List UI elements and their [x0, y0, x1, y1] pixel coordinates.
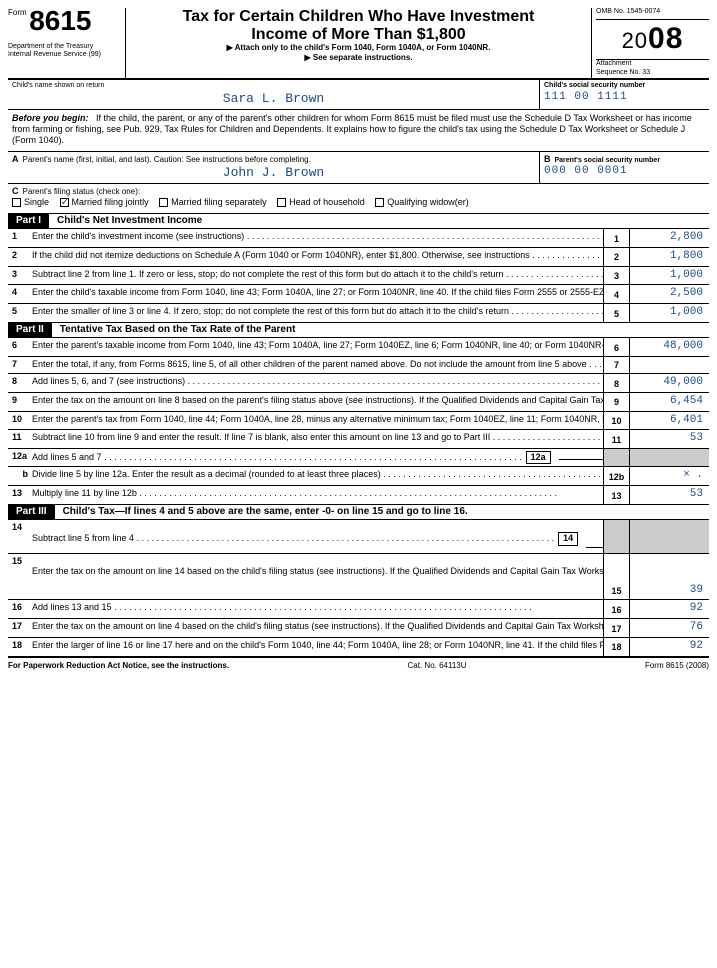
line-4: 4 Enter the child's taxable income from … [8, 285, 709, 304]
line-14: 14 Subtract line 5 from line 4141,500 [8, 520, 709, 554]
line-10-amount[interactable]: 6,401 [629, 412, 709, 430]
footer-left: For Paperwork Reduction Act Notice, see … [8, 661, 229, 671]
line-5-amount[interactable]: 1,000 [629, 304, 709, 322]
line-12b-amount[interactable]: × . [629, 467, 709, 485]
parent-name[interactable]: John J. Brown [12, 165, 535, 181]
line-8-amount[interactable]: 49,000 [629, 374, 709, 392]
footer-right: Form 8615 (2008) [645, 661, 709, 671]
line-6: 6 Enter the parent's taxable income from… [8, 338, 709, 357]
chk-qw[interactable] [375, 198, 384, 207]
section-c: CParent's filing status (check one): Sin… [8, 184, 709, 214]
part-3-header: Part IIIChild's Tax—If lines 4 and 5 abo… [8, 505, 709, 521]
header-right: OMB No. 1545-0074 2008 AttachmentSequenc… [591, 8, 709, 78]
part-1-header: Part IChild's Net Investment Income [8, 214, 709, 230]
child-ssn-label: Child's social security number [544, 82, 705, 91]
line-5: 5 Enter the smaller of line 3 or line 4.… [8, 304, 709, 323]
line-18: 18 Enter the larger of line 16 or line 1… [8, 638, 709, 656]
header-left: Form 8615 Department of the Treasury Int… [8, 8, 126, 78]
line-6-amount[interactable]: 48,000 [629, 338, 709, 356]
attachment-seq: AttachmentSequence No. 33 [596, 60, 709, 78]
line-3-amount[interactable]: 1,000 [629, 267, 709, 285]
line-14-amount[interactable]: 1,500 [586, 533, 603, 548]
chk-mfj[interactable] [60, 198, 69, 207]
form-header: Form 8615 Department of the Treasury Int… [8, 8, 709, 80]
chk-mfs[interactable] [159, 198, 168, 207]
form-number: 8615 [29, 8, 91, 33]
line-2-amount[interactable]: 1,800 [629, 248, 709, 266]
before-you-begin: Before you begin: If the child, the pare… [8, 110, 709, 152]
section-b: BParent's social security number 000 00 … [539, 152, 709, 184]
section-a: AParent's name (first, initial, and last… [8, 152, 539, 184]
chk-single[interactable] [12, 198, 21, 207]
line-12b: b Divide line 5 by line 12a. Enter the r… [8, 467, 709, 486]
line-13: 13 Multiply line 11 by line 12b 13 53 [8, 486, 709, 505]
line-10: 10 Enter the parent's tax from Form 1040… [8, 412, 709, 431]
child-ssn[interactable]: 111 00 1111 [544, 91, 705, 105]
footer-center: Cat. No. 64113U [408, 661, 467, 671]
line-17-amount[interactable]: 76 [629, 619, 709, 637]
child-ssn-cell: Child's social security number 111 00 11… [539, 80, 709, 109]
tax-year: 2008 [596, 20, 709, 61]
child-name-cell: Child's name shown on return Sara L. Bro… [8, 80, 539, 109]
line-16-amount[interactable]: 92 [629, 600, 709, 618]
child-name-row: Child's name shown on return Sara L. Bro… [8, 80, 709, 110]
omb-number: OMB No. 1545-0074 [596, 8, 709, 20]
form-footer: For Paperwork Reduction Act Notice, see … [8, 656, 709, 671]
row-ab: AParent's name (first, initial, and last… [8, 152, 709, 185]
line-11-amount[interactable]: 53 [629, 430, 709, 448]
line-3: 3 Subtract line 2 from line 1. If zero o… [8, 267, 709, 286]
see-note: ▶ See separate instructions. [132, 53, 585, 63]
child-name-label: Child's name shown on return [12, 82, 535, 91]
line-12a: 12a Add lines 5 and 712a [8, 449, 709, 467]
line-7-amount[interactable] [629, 357, 709, 373]
part-2-header: Part IITentative Tax Based on the Tax Ra… [8, 323, 709, 339]
line-15: 15 Enter the tax on the amount on line 1… [8, 554, 709, 600]
line-2: 2 If the child did not itemize deduction… [8, 248, 709, 267]
line-1: 1 Enter the child's investment income (s… [8, 229, 709, 248]
line-9: 9 Enter the tax on the amount on line 8 … [8, 393, 709, 412]
parent-ssn[interactable]: 000 00 0001 [544, 165, 705, 179]
header-center: Tax for Certain Children Who Have Invest… [126, 8, 591, 78]
line-13-amount[interactable]: 53 [629, 486, 709, 504]
line-16: 16 Add lines 13 and 15 16 92 [8, 600, 709, 619]
form-title: Tax for Certain Children Who Have Invest… [132, 8, 585, 43]
child-name[interactable]: Sara L. Brown [12, 91, 535, 107]
line-15-amount[interactable]: 39 [629, 554, 709, 599]
attach-note: ▶ Attach only to the child's Form 1040, … [132, 43, 585, 53]
line-1-amount[interactable]: 2,800 [629, 229, 709, 247]
line-17: 17 Enter the tax on the amount on line 4… [8, 619, 709, 638]
form-label: Form [8, 8, 27, 17]
line-7: 7 Enter the total, if any, from Forms 86… [8, 357, 709, 374]
line-11: 11 Subtract line 10 from line 9 and ente… [8, 430, 709, 449]
line-12a-amount[interactable] [559, 459, 603, 460]
line-9-amount[interactable]: 6,454 [629, 393, 709, 411]
dept: Department of the Treasury Internal Reve… [8, 43, 121, 58]
line-4-amount[interactable]: 2,500 [629, 285, 709, 303]
line-8: 8 Add lines 5, 6, and 7 (see instruction… [8, 374, 709, 393]
line-18-amount[interactable]: 92 [629, 638, 709, 656]
chk-hoh[interactable] [277, 198, 286, 207]
